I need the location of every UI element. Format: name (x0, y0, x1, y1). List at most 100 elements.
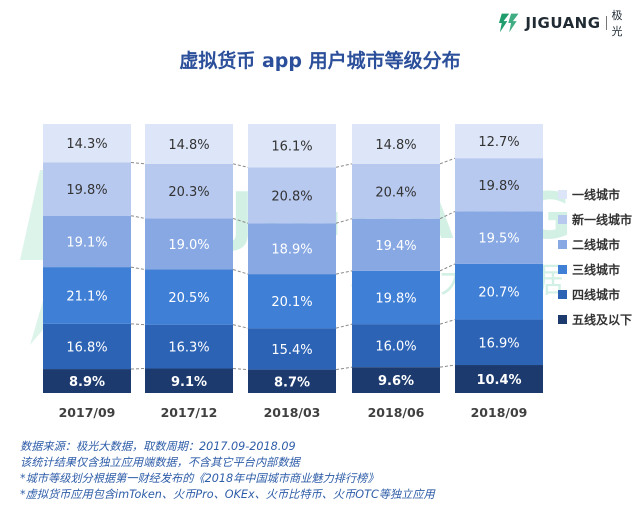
legend-label: 一线城市 (572, 187, 620, 202)
bar-segment (145, 218, 233, 270)
bar-segment (352, 124, 440, 164)
connector-line (130, 161, 146, 165)
data-label: 19.5% (478, 232, 519, 247)
legend-swatch (558, 240, 567, 249)
data-label: 20.1% (271, 295, 312, 310)
footnotes: 数据来源：极光大数据，取数周期：2017.09-2018.09 该统计结果仅含独… (20, 439, 620, 503)
data-label: 9.6% (378, 374, 414, 389)
bar-segment (455, 124, 543, 159)
jiguang-logo-icon (498, 13, 519, 33)
bar-segment (455, 319, 543, 366)
connector-line (130, 266, 146, 271)
bar-segment (43, 124, 131, 163)
bar-segment (43, 162, 131, 216)
connector-line (439, 210, 456, 220)
data-label: 19.8% (478, 179, 519, 194)
connector-line (439, 157, 456, 165)
connector-line (335, 218, 353, 224)
bar-segment (145, 163, 233, 219)
bar-segment (145, 324, 233, 369)
bar-segment (248, 328, 336, 370)
bar-segment (352, 270, 440, 325)
legend-swatch (558, 315, 567, 324)
legend-swatch (558, 190, 567, 199)
connector-line (335, 366, 353, 371)
data-label: 8.9% (69, 375, 105, 390)
legend-label: 四线城市 (572, 287, 620, 302)
data-label: 10.4% (476, 373, 521, 388)
x-tick-label: 2018/03 (264, 405, 321, 420)
data-label: 9.1% (171, 375, 207, 390)
connector-line (335, 163, 353, 168)
data-label: 14.3% (66, 137, 107, 152)
data-label: 19.0% (168, 238, 209, 253)
bar-segment (248, 369, 336, 393)
legend-label: 五线及以下 (572, 312, 632, 327)
legend-label: 新一线城市 (572, 212, 632, 227)
x-tick-label: 2017/12 (161, 405, 218, 420)
legend-label: 三线城市 (572, 262, 620, 277)
bar-segment (352, 367, 440, 393)
connector-line (130, 215, 146, 219)
data-label: 16.1% (271, 140, 312, 155)
data-label: 21.1% (66, 289, 107, 304)
jiguang-logo: JIGUANG 极光 (498, 8, 632, 38)
footnote-source: 数据来源：极光大数据，取数周期：2017.09-2018.09 (20, 440, 296, 453)
data-label: 20.3% (168, 185, 209, 200)
bar-segment (248, 223, 336, 275)
bar-segment (352, 163, 440, 219)
x-axis-ticks: 2017/09 2017/12 2018/03 2018/06 2018/09 (59, 405, 528, 420)
x-tick-label: 2017/09 (59, 405, 116, 420)
data-label: 19.8% (375, 292, 416, 307)
connector-line (335, 323, 353, 329)
bar-segment (455, 365, 543, 393)
data-label: 16.9% (478, 336, 519, 351)
data-label: 14.8% (375, 138, 416, 153)
connector-line (232, 324, 249, 329)
data-label: 19.4% (375, 239, 416, 254)
legend-swatch (558, 265, 567, 274)
data-label: 15.4% (271, 343, 312, 358)
footnote-scope: 该统计结果仅含独立应用端数据，不含其它平台内部数据 (20, 456, 300, 469)
connector-line (232, 217, 249, 224)
connector-line (232, 269, 249, 275)
bar-segment (145, 124, 233, 164)
data-label: 19.8% (66, 183, 107, 198)
bar-segment (43, 369, 131, 393)
connector-line (335, 270, 353, 275)
data-label: 8.7% (274, 375, 310, 390)
bar-segment (43, 323, 131, 370)
bar-segment (352, 324, 440, 368)
connector-line (130, 368, 146, 370)
brand-divider (605, 16, 607, 30)
connector-line (439, 263, 456, 272)
connector-line (232, 163, 249, 168)
x-tick-label: 2018/06 (368, 405, 425, 420)
data-label: 18.9% (271, 243, 312, 258)
bar-segment (145, 368, 233, 393)
data-label: 16.8% (66, 340, 107, 355)
legend-swatch (558, 215, 567, 224)
bar-segment (43, 267, 131, 324)
data-label: 20.8% (271, 189, 312, 204)
data-label: 20.5% (168, 291, 209, 306)
footnote-city-tier: *城市等级划分根据第一财经发布的《2018年中国城市商业魅力排行榜》 (20, 472, 379, 485)
data-label: 12.7% (478, 135, 519, 150)
bar-segment (455, 263, 543, 320)
data-label: 20.7% (478, 286, 519, 301)
connector-line (130, 323, 146, 326)
data-label: 20.4% (375, 185, 416, 200)
legend-label: 二线城市 (572, 237, 620, 252)
brand-name-cn: 极光 (611, 9, 623, 38)
bar-segment (145, 269, 233, 325)
connector-line (439, 319, 456, 325)
bar-segment (352, 218, 440, 271)
data-label: 16.0% (375, 340, 416, 355)
bar-segment (248, 167, 336, 224)
connector-lines (130, 157, 456, 371)
data-label: 16.3% (168, 341, 209, 356)
bar-segment (455, 158, 543, 212)
bars: 8.9% 16.8% 21.1% 19.1% 19.8% 14.3% 9.1% 16.3% 20… (43, 124, 543, 393)
